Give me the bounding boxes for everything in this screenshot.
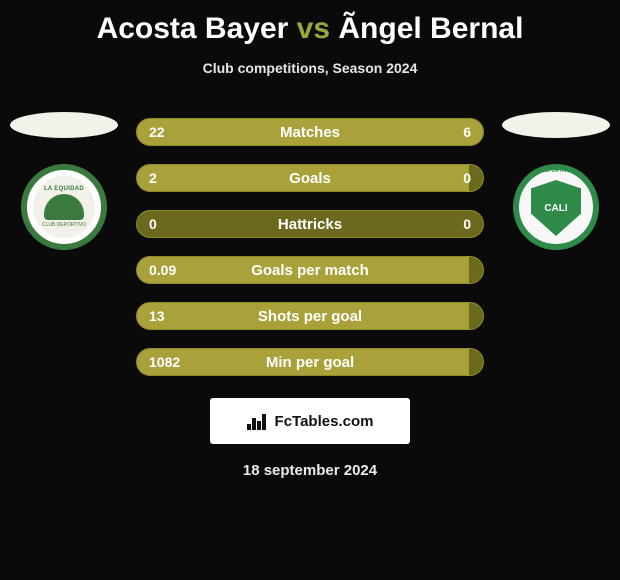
player1-name: Acosta Bayer bbox=[97, 12, 289, 45]
stat-row: 13Shots per goal bbox=[136, 302, 484, 330]
club2-shield: CALI bbox=[531, 180, 581, 236]
page-title: Acosta Bayer vs Ãngel Bernal bbox=[0, 0, 620, 46]
stat-label: Goals per match bbox=[137, 257, 483, 283]
stat-label: Min per goal bbox=[137, 349, 483, 375]
player2-face-placeholder bbox=[502, 112, 610, 138]
comparison-bars: 226Matches 20Goals 00Hattricks 0.09Goals pe… bbox=[136, 118, 484, 376]
club2-name-top: DEPORTIVO bbox=[519, 168, 593, 174]
stat-row: 0.09Goals per match bbox=[136, 256, 484, 284]
brand-icon-bar bbox=[257, 421, 261, 430]
subtitle: Club competitions, Season 2024 bbox=[0, 60, 620, 76]
right-player-column: DEPORTIVO CALI bbox=[496, 108, 616, 250]
date-line: 18 september 2024 bbox=[0, 462, 620, 479]
brand-icon-bar bbox=[252, 418, 256, 430]
stat-label: Matches bbox=[137, 119, 483, 145]
club1-name-bottom: CLUB DEPORTIVO bbox=[42, 222, 86, 228]
player1-face-placeholder bbox=[10, 112, 118, 138]
left-player-column: LA EQUIDAD CLUB DEPORTIVO bbox=[4, 108, 124, 250]
stat-row: 20Goals bbox=[136, 164, 484, 192]
club1-emblem-shape bbox=[44, 194, 84, 220]
brand-text: FcTables.com bbox=[275, 413, 374, 430]
comparison-content: LA EQUIDAD CLUB DEPORTIVO DEPORTIVO CALI… bbox=[0, 118, 620, 376]
stat-label: Goals bbox=[137, 165, 483, 191]
player2-name: Ãngel Bernal bbox=[338, 12, 523, 45]
brand-footer-box: FcTables.com bbox=[210, 398, 410, 444]
player1-club-badge: LA EQUIDAD CLUB DEPORTIVO bbox=[21, 164, 107, 250]
vs-word: vs bbox=[297, 12, 330, 45]
stat-label: Shots per goal bbox=[137, 303, 483, 329]
stat-label: Hattricks bbox=[137, 211, 483, 237]
brand-bars-icon bbox=[247, 412, 269, 430]
club2-shield-text: CALI bbox=[544, 203, 567, 214]
stat-row: 1082Min per goal bbox=[136, 348, 484, 376]
stat-row: 00Hattricks bbox=[136, 210, 484, 238]
player2-club-badge: DEPORTIVO CALI bbox=[513, 164, 599, 250]
brand-icon-bar bbox=[247, 424, 251, 430]
club1-name-top: LA EQUIDAD bbox=[44, 186, 84, 192]
stat-row: 226Matches bbox=[136, 118, 484, 146]
brand-icon-bar bbox=[262, 414, 266, 430]
